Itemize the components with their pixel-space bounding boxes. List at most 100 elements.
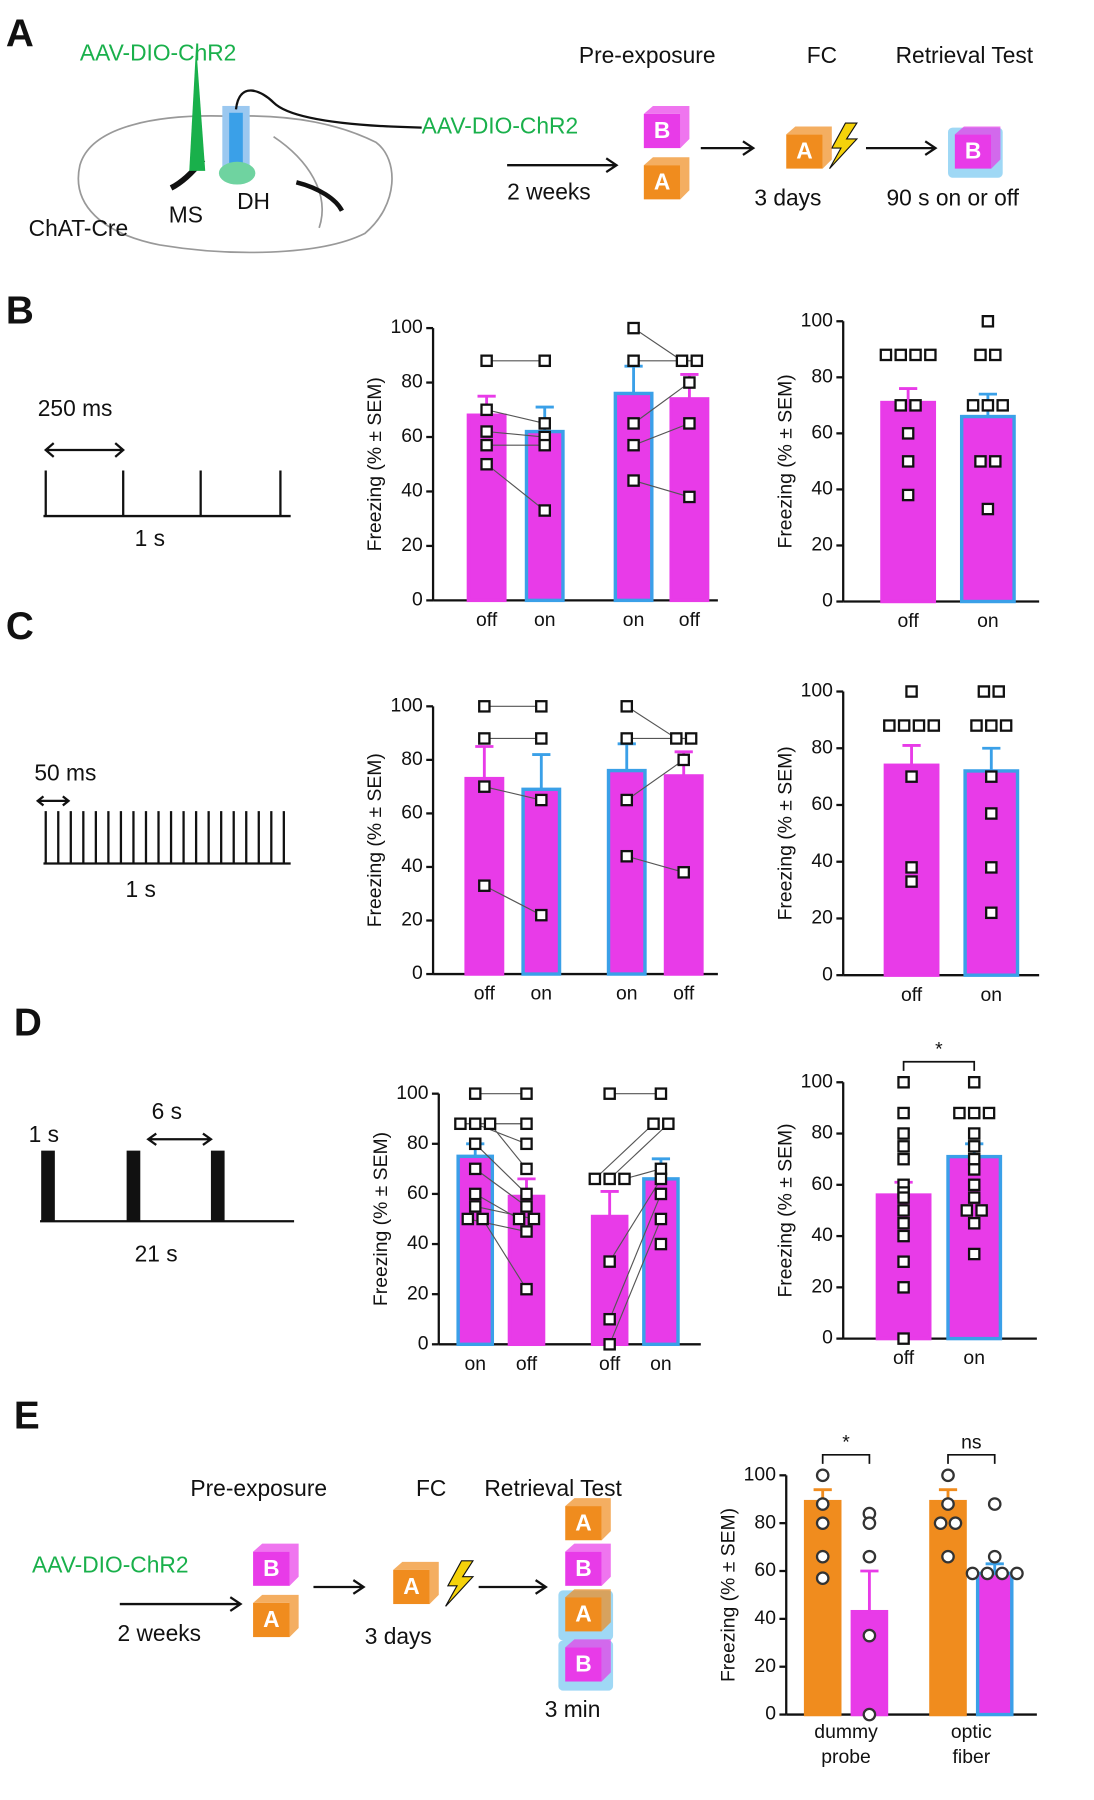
data-point: [654, 1087, 668, 1100]
bar: [524, 429, 565, 603]
significance-label: *: [842, 1432, 850, 1454]
pulse-blocks: [41, 1150, 225, 1222]
data-point: [967, 1127, 981, 1140]
y-tick-label: 0: [418, 1332, 429, 1354]
box-label: A: [796, 138, 812, 164]
y-tick-label: 20: [811, 534, 833, 556]
bar-chart: 0 20 40 60 80 100 Freezing (% ± SEM) dummy probe…: [717, 1432, 1037, 1768]
data-point: [970, 719, 983, 732]
data-point: [647, 1117, 660, 1131]
duration-label: 21 s: [135, 1240, 178, 1266]
data-point: [478, 879, 491, 892]
data-point: [982, 1106, 996, 1120]
y-tick-label: 40: [811, 478, 833, 500]
data-point: [967, 1163, 981, 1176]
y-tick-label: 60: [811, 421, 833, 443]
pair-line: [484, 786, 542, 801]
y-tick-label: 100: [396, 1082, 429, 1104]
pair-line: [626, 705, 677, 739]
box: [253, 1551, 290, 1586]
box-label: A: [575, 1600, 591, 1626]
data-point: [535, 908, 548, 922]
data-point: [512, 1212, 526, 1226]
data-point: [468, 1117, 482, 1131]
box: [954, 134, 992, 169]
y-tick-label: 100: [801, 309, 834, 331]
data-point: [981, 399, 995, 412]
y-tick-label: 80: [401, 371, 423, 393]
data-point: [967, 1247, 981, 1261]
pair-line: [633, 480, 690, 498]
y-tick-label: 40: [811, 850, 833, 872]
box-label: B: [263, 1555, 279, 1581]
data-point: [981, 315, 995, 328]
data-point: [989, 348, 1002, 362]
error-bar: [624, 364, 643, 394]
data-point: [897, 1076, 910, 1089]
data-point: [620, 732, 634, 745]
virus-label: AAV-DIO-ChR2: [80, 40, 236, 66]
data-point: [620, 793, 634, 807]
data-point: [520, 1117, 533, 1131]
interval-label: 3 days: [365, 1623, 432, 1649]
box: [565, 1551, 602, 1586]
data-point: [897, 719, 911, 732]
duration-label: 1 s: [135, 525, 165, 551]
bar: [850, 1609, 889, 1717]
significance-bracket: [947, 1453, 996, 1464]
x-tick-label: on: [464, 1353, 486, 1375]
box-label: B: [654, 117, 670, 143]
data-point: [480, 403, 493, 417]
data-point: [905, 861, 918, 874]
data-point: [985, 861, 998, 874]
data-point: [967, 1178, 981, 1192]
data-point: [483, 1117, 497, 1131]
bar: [975, 1571, 1014, 1717]
data-point: [948, 1516, 963, 1531]
data-point: [654, 1237, 668, 1251]
box: [393, 1569, 430, 1605]
y-tick-label: 80: [401, 748, 423, 770]
pair-line: [486, 463, 546, 511]
data-point: [603, 1087, 616, 1100]
data-point: [520, 1137, 533, 1151]
y-tick-label: 0: [412, 962, 423, 984]
x-tick-label: on: [963, 1347, 985, 1369]
data-point: [468, 1087, 482, 1100]
data-point: [535, 700, 548, 713]
pair-line: [626, 759, 685, 801]
data-point: [981, 502, 995, 516]
pair-line: [633, 327, 683, 362]
step-label: FC: [416, 1475, 446, 1501]
y-tick-label: 60: [754, 1559, 776, 1581]
data-point: [897, 1216, 910, 1230]
pair-line: [609, 1123, 669, 1180]
data-point: [620, 700, 634, 713]
pair-line: [474, 1143, 527, 1195]
data-point: [815, 1516, 830, 1531]
data-point: [897, 1140, 910, 1153]
error-bar: [475, 745, 494, 779]
x-tick-label: on: [616, 983, 638, 1005]
data-point: [480, 354, 493, 368]
y-tick-label: 100: [744, 1463, 777, 1485]
pair-line: [484, 885, 542, 916]
data-point: [897, 1106, 910, 1120]
pair-line: [633, 382, 690, 424]
data-point: [989, 455, 1002, 468]
panel-letter: D: [14, 1002, 42, 1045]
x-tick-label: off: [599, 1353, 621, 1375]
data-point: [815, 1468, 830, 1483]
data-point: [941, 1497, 955, 1511]
data-point: [960, 1204, 974, 1217]
data-point: [987, 1549, 1002, 1564]
group-label: dummy: [814, 1721, 878, 1743]
data-point: [897, 1332, 910, 1345]
data-point: [468, 1162, 482, 1176]
data-point: [454, 1117, 467, 1131]
x-tick-label: on: [977, 610, 999, 632]
data-point: [478, 700, 491, 713]
data-point: [627, 438, 640, 452]
y-tick-label: 0: [822, 963, 833, 985]
